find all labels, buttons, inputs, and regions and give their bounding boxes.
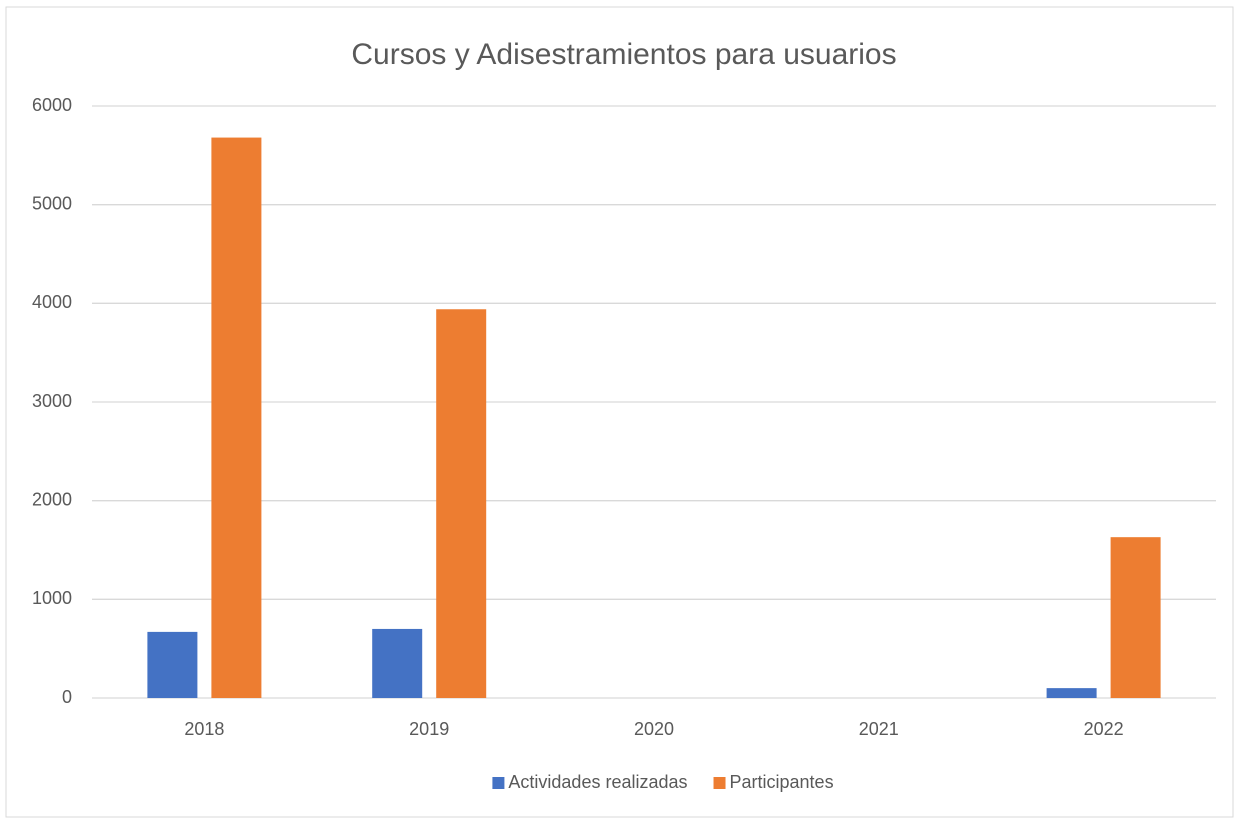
- chart-frame: [5, 6, 1234, 818]
- chart-title: Cursos y Adisestramientos para usuarios: [351, 38, 896, 71]
- bar: [211, 137, 262, 698]
- y-tick-label: 6000: [32, 95, 72, 115]
- y-tick-label: 4000: [32, 292, 72, 312]
- y-tick-label: 0: [62, 687, 72, 707]
- bar: [1110, 537, 1161, 698]
- bar: [372, 628, 423, 698]
- bar: [436, 309, 487, 698]
- y-tick-label: 2000: [32, 489, 72, 509]
- bar: [147, 631, 198, 698]
- legend-label: Participantes: [730, 772, 834, 792]
- x-tick-label: 2019: [409, 719, 449, 739]
- legend-swatch: [713, 777, 726, 789]
- legend-swatch: [492, 777, 505, 789]
- x-tick-label: 2020: [634, 719, 674, 739]
- y-tick-label: 1000: [32, 588, 72, 608]
- x-tick-label: 2018: [184, 719, 224, 739]
- legend-label: Actividades realizadas: [508, 772, 687, 792]
- x-tick-label: 2021: [859, 719, 899, 739]
- y-tick-label: 3000: [32, 391, 72, 411]
- bar: [1046, 688, 1097, 698]
- y-tick-label: 5000: [32, 193, 72, 213]
- x-tick-label: 2022: [1084, 719, 1124, 739]
